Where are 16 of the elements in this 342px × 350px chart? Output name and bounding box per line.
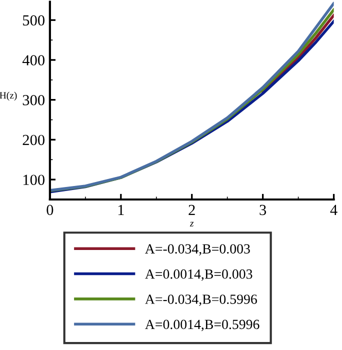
- legend-label: A=0.0014,B=0.5996: [145, 320, 260, 332]
- y-axis-title: H(z): [0, 92, 17, 101]
- y-tick-label: 500: [23, 15, 44, 26]
- x-tick-label: 4: [330, 204, 338, 215]
- y-tick-label: 400: [22, 55, 44, 66]
- legend-label: A=0.0014,B=0.003: [145, 269, 252, 281]
- y-tick-label: 100: [24, 174, 44, 186]
- legend-label: A=-0.034,B=0.003: [145, 244, 250, 256]
- legend-label: A=-0.034,B=0.5996: [145, 294, 257, 306]
- x-tick-label: 3: [260, 204, 266, 216]
- y-tick-label: 300: [22, 94, 44, 106]
- x-tick-label: 2: [188, 204, 195, 215]
- x-tick-label: 0: [46, 204, 54, 216]
- x-axis-title: z: [190, 222, 194, 226]
- y-tick-label: 200: [22, 134, 44, 146]
- x-tick-label: 1: [118, 204, 124, 215]
